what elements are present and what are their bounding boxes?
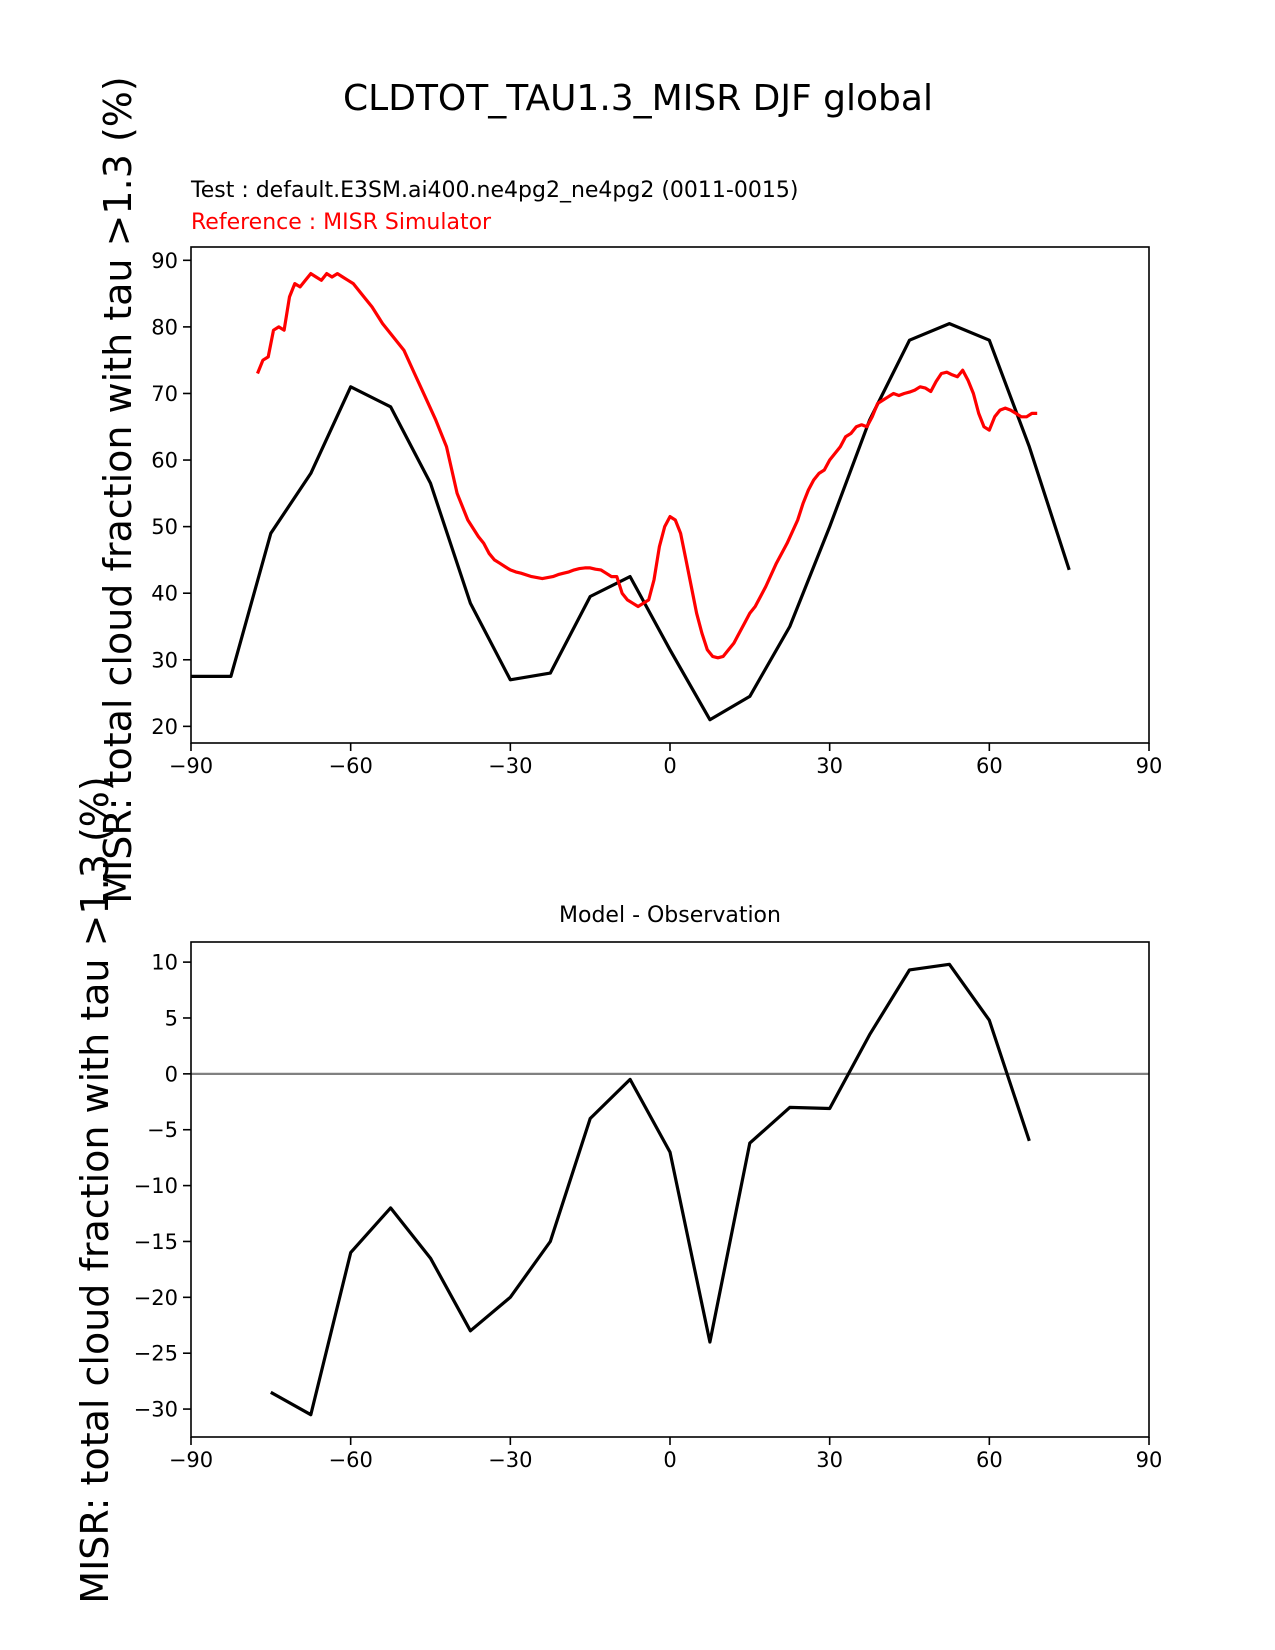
- bottom-plot-ytick-label: 0: [165, 1062, 178, 1086]
- bottom-plot-ytick-label: −10: [134, 1174, 178, 1198]
- top-plot-ytick-label: 30: [151, 648, 178, 672]
- top-plot-series-test-line: [191, 322, 1071, 722]
- bottom-plot-series-difference-line: [270, 962, 1031, 1417]
- bottom-plot-ytick-label: 5: [165, 1006, 178, 1030]
- bottom-plot-ytick-label: −20: [134, 1286, 178, 1310]
- bottom-plot-xtick-label: 60: [976, 1448, 1003, 1472]
- top-plot-area: −90 −60 −30 0 30 60 90 20 30 40 50 60 70 80 90: [151, 246, 1163, 778]
- top-plot-xtick-label: 60: [976, 754, 1003, 778]
- top-plot-xtick-label: 30: [816, 754, 843, 778]
- top-plot-xtick-label: 0: [663, 754, 676, 778]
- top-panel: Test : default.E3SM.ai400.ne4pg2_ne4pg2 …: [96, 76, 1162, 903]
- bottom-plot-xtick-label: −30: [488, 1448, 532, 1472]
- top-plot-ytick-label: 80: [151, 315, 178, 339]
- bottom-plot-xtick-label: 0: [663, 1448, 676, 1472]
- top-plot-ytick-label: 50: [151, 515, 178, 539]
- top-plot-xtick-label: −90: [169, 754, 213, 778]
- test-label: Test : default.E3SM.ai400.ne4pg2_ne4pg2 …: [190, 178, 798, 203]
- top-plot-xtick-label: −60: [329, 754, 373, 778]
- top-plot-ytick-label: 60: [151, 449, 178, 473]
- bottom-panel-title: Model - Observation: [559, 903, 781, 928]
- bottom-plot-xtick-label: −90: [169, 1448, 213, 1472]
- bottom-plot-area: −90 −60 −30 0 30 60 90 10 5 0 −5 −10 −15 −20 −25 −30: [134, 941, 1163, 1472]
- bottom-plot-ytick-label: −5: [147, 1118, 178, 1142]
- bottom-ylabel: MISR: total cloud fraction with tau >1.3…: [73, 776, 117, 1603]
- top-plot-ytick-label: 40: [151, 582, 178, 606]
- bottom-plot-ytick-label: −15: [134, 1230, 178, 1254]
- figure-title: CLDTOT_TAU1.3_MISR DJF global: [343, 78, 933, 119]
- top-plot-xtick-label: 90: [1136, 754, 1163, 778]
- bottom-panel: Model - Observation −90 −60 −30 0 30 60 90 10 5 0…: [73, 776, 1162, 1603]
- bottom-plot-ytick-label: 10: [151, 951, 178, 975]
- top-plot-ytick-label: 90: [151, 249, 178, 273]
- reference-label: Reference : MISR Simulator: [191, 210, 492, 235]
- bottom-plot-ytick-label: −25: [134, 1342, 178, 1366]
- top-ylabel: MISR: total cloud fraction with tau >1.3…: [96, 76, 140, 903]
- top-plot-xtick-label: −30: [488, 754, 532, 778]
- top-plot-ytick-label: 70: [151, 382, 178, 406]
- bottom-plot-xtick-label: 30: [816, 1448, 843, 1472]
- bottom-plot-xtick-label: 90: [1136, 1448, 1163, 1472]
- top-plot-series-reference-line: [256, 272, 1038, 660]
- top-plot-ytick-label: 20: [151, 715, 178, 739]
- bottom-plot-ytick-label: −30: [134, 1398, 178, 1422]
- bottom-plot-xtick-label: −60: [329, 1448, 373, 1472]
